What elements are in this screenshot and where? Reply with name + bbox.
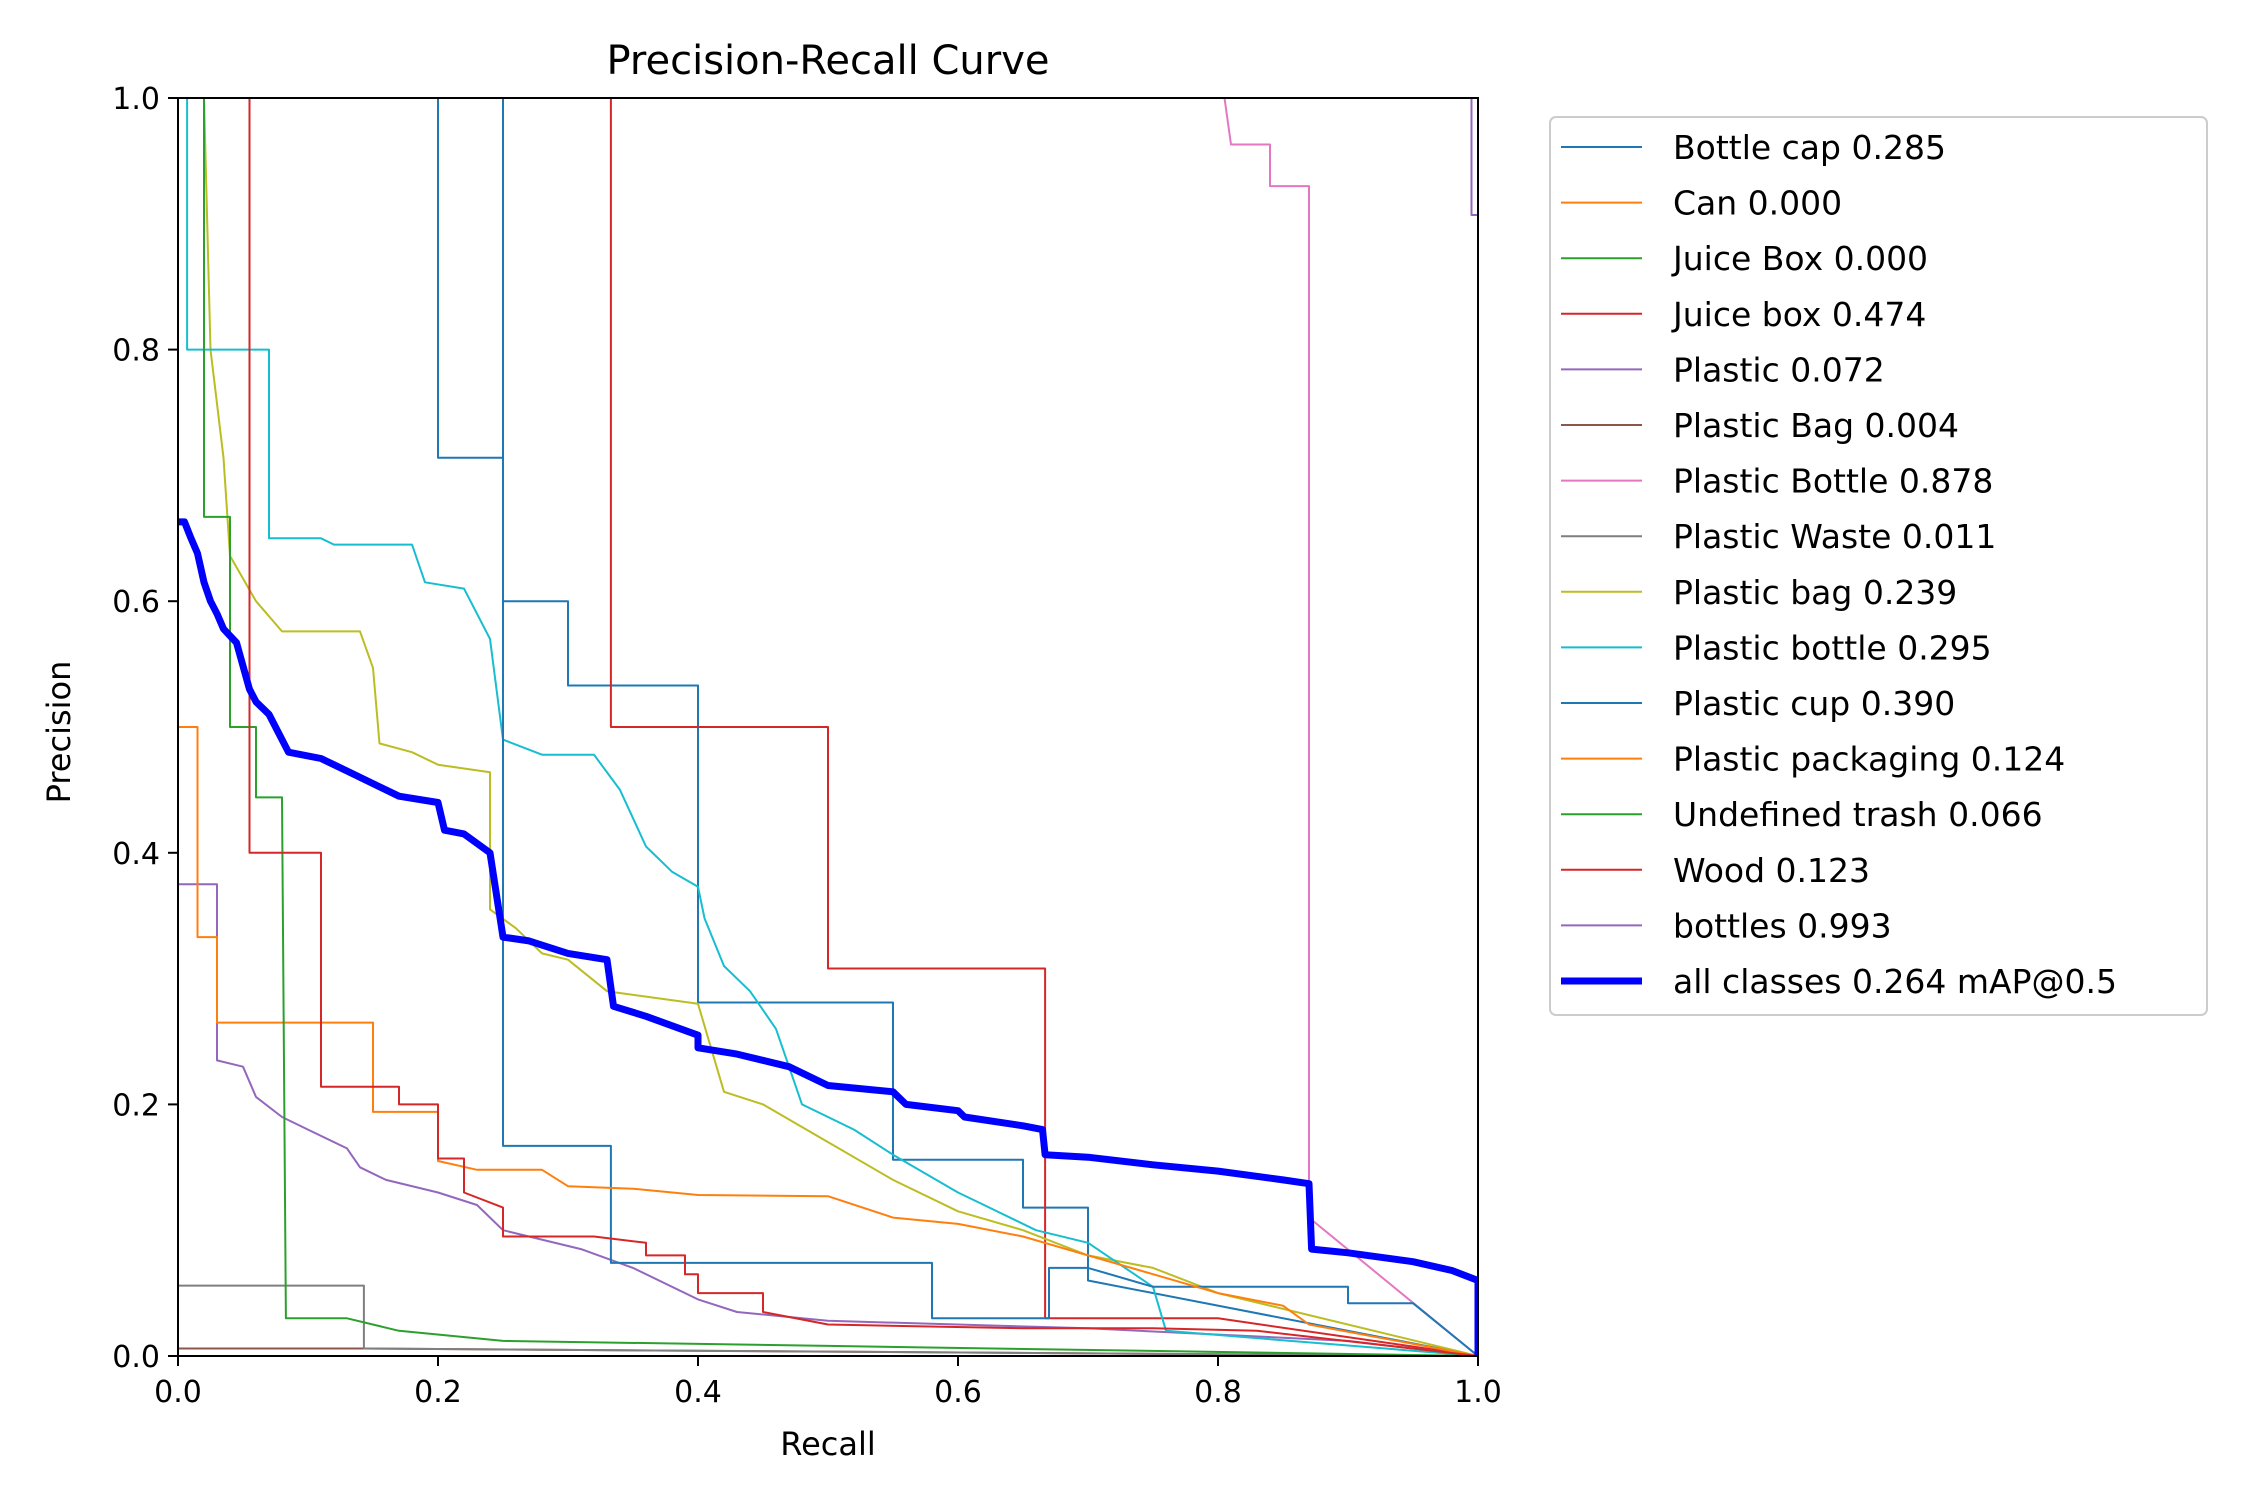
y-tick-label: 1.0 — [112, 82, 160, 117]
x-tick-label: 0.2 — [414, 1375, 462, 1410]
legend-label: all classes 0.264 mAP@0.5 — [1673, 962, 2117, 1001]
y-tick-label: 0.0 — [112, 1340, 160, 1375]
legend-frame — [1549, 116, 2208, 1016]
x-tick-label: 0.8 — [1194, 1375, 1242, 1410]
legend-label: Undefined trash 0.066 — [1673, 795, 2043, 834]
series-line-15 — [178, 518, 1478, 1356]
plot-frame — [177, 97, 1479, 1357]
legend-label: Plastic cup 0.390 — [1673, 684, 1955, 723]
y-tick-label: 0.4 — [112, 837, 160, 872]
series-line-10 — [502, 98, 1478, 1356]
y-tick-label: 0.6 — [112, 585, 160, 620]
y-axis-title: Precision — [40, 661, 78, 804]
series-line-12 — [203, 98, 1478, 1356]
chart-title: Precision-Recall Curve — [607, 38, 1050, 84]
x-tick-label: 0.6 — [934, 1375, 982, 1410]
legend-label: Bottle cap 0.285 — [1673, 128, 1946, 167]
legend-label: Plastic Bag 0.004 — [1673, 406, 1959, 445]
legend: Bottle cap 0.285 Can 0.000 Juice Box 0.000… — [1549, 116, 2208, 1016]
y-tick-label: 0.8 — [112, 334, 160, 369]
series-line-3 — [609, 98, 1478, 1356]
series-line-14 — [1470, 98, 1478, 1356]
x-tick-label: 0.0 — [154, 1375, 202, 1410]
legend-label: Wood 0.123 — [1673, 851, 1870, 890]
x-tick-label: 1.0 — [1454, 1375, 1502, 1410]
legend-label: Plastic bottle 0.295 — [1673, 628, 1992, 667]
legend-label: Plastic Bottle 0.878 — [1673, 462, 1993, 501]
series-line-11 — [178, 726, 1478, 1356]
legend-label: Plastic 0.072 — [1673, 350, 1885, 389]
legend-label: Plastic Waste 0.011 — [1673, 517, 1996, 556]
x-tick-label: 0.4 — [674, 1375, 722, 1410]
series-line-7 — [178, 1284, 1478, 1356]
series-line-9 — [186, 98, 1478, 1356]
legend-label: Juice Box 0.000 — [1671, 239, 1928, 278]
legend-label: bottles 0.993 — [1673, 906, 1892, 945]
legend-label: Juice box 0.474 — [1671, 295, 1926, 334]
legend-label: Plastic packaging 0.124 — [1673, 740, 2065, 779]
legend-label: Can 0.000 — [1673, 184, 1842, 223]
x-axis-title: Recall — [780, 1425, 875, 1463]
y-tick-label: 0.2 — [112, 1088, 160, 1123]
curves-group — [178, 98, 1478, 1356]
series-line-13 — [248, 98, 1478, 1356]
legend-label: Plastic bag 0.239 — [1673, 573, 1957, 612]
plot-area: 0.0 0.2 0.4 0.6 0.8 1.0 0.0 0.2 0.4 0.6 0.8 1.0 — [112, 82, 1502, 1410]
